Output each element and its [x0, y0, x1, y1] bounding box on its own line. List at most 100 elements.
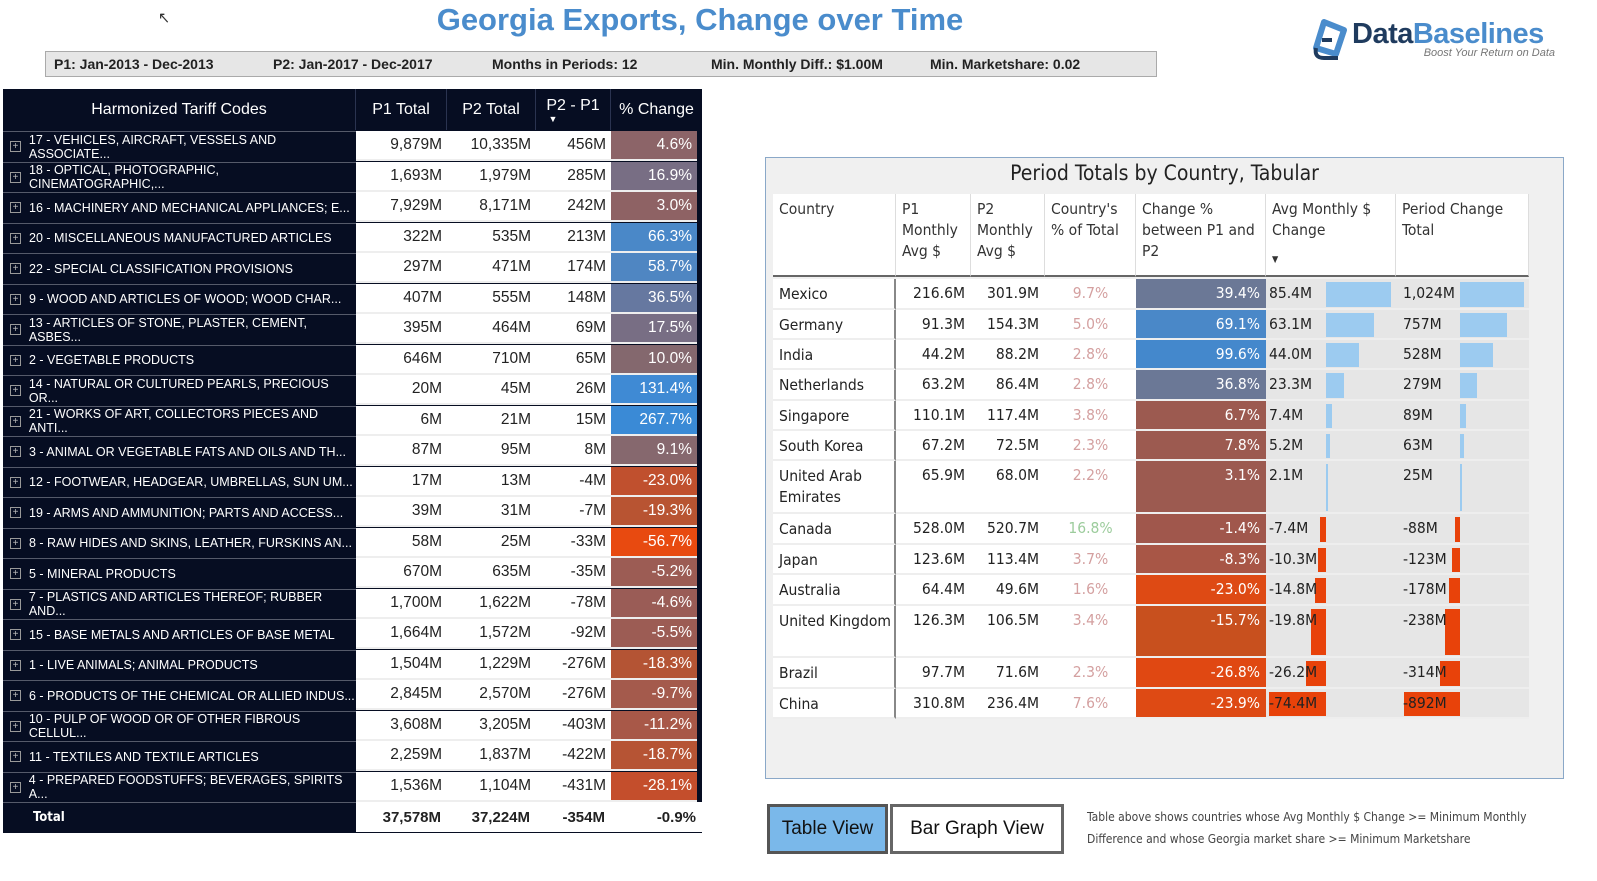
table-row[interactable]: +14 - NATURAL OR CULTURED PEARLS, PRECIO…: [3, 375, 702, 405]
table-row[interactable]: +3 - ANIMAL OR VEGETABLE FATS AND OILS A…: [3, 436, 702, 466]
tariff-code-name[interactable]: +7 - PLASTICS AND ARTICLES THEREOF; RUBB…: [3, 588, 356, 619]
expand-icon[interactable]: +: [10, 659, 21, 671]
tariff-code-name[interactable]: +9 - WOOD AND ARTICLES OF WOOD; WOOD CHA…: [3, 283, 356, 314]
table-row[interactable]: +12 - FOOTWEAR, HEADGEAR, UMBRELLAS, SUN…: [3, 466, 702, 497]
tariff-code-name[interactable]: +8 - RAW HIDES AND SKINS, LEATHER, FURSK…: [3, 527, 356, 558]
table-row[interactable]: +5 - MINERAL PRODUCTS 670M 635M -35M -5.2%: [3, 558, 702, 588]
table-row[interactable]: Netherlands 63.2M 86.4M 2.8% 36.8% 23.3M 279M: [766, 370, 1563, 401]
table-row[interactable]: Mexico 216.6M 301.9M 9.7% 39.4% 85.4M 1,024M: [766, 279, 1563, 310]
header-pct-change[interactable]: % Change: [619, 100, 694, 118]
expand-icon[interactable]: +: [10, 385, 21, 396]
table-row[interactable]: +22 - SPECIAL CLASSIFICATION PROVISIONS 2…: [3, 253, 702, 283]
table-row[interactable]: United Arab Emirates 65.9M 68.0M 2.2% 3.1% 2.…: [766, 461, 1563, 514]
header-tariff-codes[interactable]: Harmonized Tariff Codes: [3, 89, 356, 130]
tariff-code-name[interactable]: +16 - MACHINERY AND MECHANICAL APPLIANCE…: [3, 192, 356, 222]
table-row[interactable]: China 310.8M 236.4M 7.6% -23.9% -74.4M -892M: [766, 689, 1563, 719]
expand-icon[interactable]: +: [10, 751, 21, 762]
table-row[interactable]: Australia 64.4M 49.6M 1.6% -23.0% -14.8M -178M: [766, 575, 1563, 606]
expand-icon[interactable]: +: [10, 507, 21, 518]
expand-icon[interactable]: +: [10, 293, 21, 305]
p2-total: 1,572M: [447, 619, 536, 649]
tariff-code-name[interactable]: +22 - SPECIAL CLASSIFICATION PROVISIONS: [3, 253, 356, 283]
expand-icon[interactable]: +: [10, 354, 21, 366]
tariff-code-name[interactable]: +17 - VEHICLES, AIRCRAFT, VESSELS AND AS…: [3, 131, 356, 161]
table-row[interactable]: +20 - MISCELLANEOUS MANUFACTURED ARTICLE…: [3, 222, 702, 253]
table-row[interactable]: +16 - MACHINERY AND MECHANICAL APPLIANCE…: [3, 192, 702, 222]
header-p1-monthly-avg[interactable]: P1 Monthly Avg $: [896, 194, 971, 277]
header-country-share[interactable]: Country's % of Total: [1045, 194, 1136, 277]
tariff-code-name[interactable]: +5 - MINERAL PRODUCTS: [3, 558, 356, 588]
p2-total: 45M: [447, 375, 536, 405]
table-row[interactable]: +11 - TEXTILES AND TEXTILE ARTICLES 2,259…: [3, 741, 702, 771]
table-row[interactable]: +6 - PRODUCTS OF THE CHEMICAL OR ALLIED …: [3, 680, 702, 710]
table-row[interactable]: India 44.2M 88.2M 2.8% 99.6% 44.0M 528M: [766, 340, 1563, 370]
table-row[interactable]: +10 - PULP OF WOOD OR OF OTHER FIBROUS C…: [3, 710, 702, 741]
table-row[interactable]: Singapore 110.1M 117.4M 3.8% 6.7% 7.4M 89M: [766, 401, 1563, 431]
table-row[interactable]: +7 - PLASTICS AND ARTICLES THEREOF; RUBB…: [3, 588, 702, 619]
table-row[interactable]: Canada 528.0M 520.7M 16.8% -1.4% -7.4M -88M: [766, 514, 1563, 545]
table-row[interactable]: +17 - VEHICLES, AIRCRAFT, VESSELS AND AS…: [3, 131, 702, 161]
tariff-code-name[interactable]: +10 - PULP OF WOOD OR OF OTHER FIBROUS C…: [3, 710, 356, 741]
table-row[interactable]: +21 - WORKS OF ART, COLLECTORS PIECES AN…: [3, 405, 702, 436]
header-p2-total[interactable]: P2 Total: [447, 89, 536, 130]
tariff-code-name[interactable]: +11 - TEXTILES AND TEXTILE ARTICLES: [3, 741, 356, 771]
header-country[interactable]: Country: [773, 194, 896, 277]
header-p1-total[interactable]: P1 Total: [356, 89, 447, 130]
expand-icon[interactable]: +: [10, 415, 21, 427]
tariff-code-name[interactable]: +18 - OPTICAL, PHOTOGRAPHIC, CINEMATOGRA…: [3, 161, 356, 192]
header-p2-minus-p1[interactable]: P2 - P1 ▼: [536, 89, 611, 130]
avg-monthly-change-cell: -7.4M: [1266, 514, 1396, 545]
expand-icon[interactable]: +: [10, 598, 21, 610]
tariff-code-name[interactable]: +4 - PREPARED FOODSTUFFS; BEVERAGES, SPI…: [3, 771, 356, 802]
expand-icon[interactable]: +: [10, 781, 21, 793]
tariff-code-name[interactable]: +14 - NATURAL OR CULTURED PEARLS, PRECIO…: [3, 375, 356, 405]
tariff-code-name[interactable]: +1 - LIVE ANIMALS; ANIMAL PRODUCTS: [3, 649, 356, 680]
table-row[interactable]: South Korea 67.2M 72.5M 2.3% 7.8% 5.2M 63M: [766, 431, 1563, 461]
expand-icon[interactable]: +: [10, 568, 21, 579]
header-period-change-total[interactable]: Period Change Total: [1396, 194, 1529, 277]
expand-icon[interactable]: +: [10, 171, 21, 183]
table-row[interactable]: United Kingdom 126.3M 106.5M 3.4% -15.7% -19.…: [766, 606, 1563, 658]
tariff-code-name[interactable]: +13 - ARTICLES OF STONE, PLASTER, CEMENT…: [3, 314, 356, 344]
expand-icon[interactable]: +: [10, 324, 21, 335]
avg-monthly-change-cell: 5.2M: [1266, 431, 1396, 461]
table-row[interactable]: Japan 123.6M 113.4M 3.7% -8.3% -10.3M -123M: [766, 545, 1563, 575]
p2-minus-p1: -403M: [536, 710, 611, 741]
table-row[interactable]: Brazil 97.7M 71.6M 2.3% -26.8% -26.2M -314M: [766, 658, 1563, 689]
table-row[interactable]: +2 - VEGETABLE PRODUCTS 646M 710M 65M 10.0%: [3, 344, 702, 375]
tariff-code-name[interactable]: +19 - ARMS AND AMMUNITION; PARTS AND ACC…: [3, 497, 356, 527]
header-avg-monthly-change[interactable]: Avg Monthly $ Change ▼: [1266, 194, 1396, 277]
expand-icon[interactable]: +: [10, 629, 21, 640]
tariff-code-name[interactable]: +21 - WORKS OF ART, COLLECTORS PIECES AN…: [3, 405, 356, 436]
table-row[interactable]: +8 - RAW HIDES AND SKINS, LEATHER, FURSK…: [3, 527, 702, 558]
table-row[interactable]: +19 - ARMS AND AMMUNITION; PARTS AND ACC…: [3, 497, 702, 527]
expand-icon[interactable]: +: [10, 720, 21, 732]
table-view-button[interactable]: Table View: [767, 804, 888, 854]
bar-graph-view-button[interactable]: Bar Graph View: [890, 804, 1064, 854]
table-row[interactable]: Germany 91.3M 154.3M 5.0% 69.1% 63.1M 757M: [766, 310, 1563, 340]
table-row[interactable]: +15 - BASE METALS AND ARTICLES OF BASE M…: [3, 619, 702, 649]
table-row[interactable]: +18 - OPTICAL, PHOTOGRAPHIC, CINEMATOGRA…: [3, 161, 702, 192]
header-change-pct[interactable]: Change % between P1 and P2: [1136, 194, 1266, 277]
expand-icon[interactable]: +: [10, 476, 21, 488]
tariff-code-name[interactable]: +15 - BASE METALS AND ARTICLES OF BASE M…: [3, 619, 356, 649]
table-row[interactable]: +4 - PREPARED FOODSTUFFS; BEVERAGES, SPI…: [3, 771, 702, 802]
expand-icon[interactable]: +: [10, 232, 21, 244]
tariff-code-name[interactable]: +2 - VEGETABLE PRODUCTS: [3, 344, 356, 375]
expand-icon[interactable]: +: [10, 263, 21, 274]
expand-icon[interactable]: +: [10, 537, 21, 549]
expand-icon[interactable]: +: [10, 141, 21, 152]
tariff-code-name[interactable]: +6 - PRODUCTS OF THE CHEMICAL OR ALLIED …: [3, 680, 356, 710]
avg-change-bar: [1326, 404, 1332, 428]
table-row[interactable]: +9 - WOOD AND ARTICLES OF WOOD; WOOD CHA…: [3, 283, 702, 314]
pct-change: 10.0%: [611, 344, 697, 375]
tariff-code-name[interactable]: +12 - FOOTWEAR, HEADGEAR, UMBRELLAS, SUN…: [3, 466, 356, 497]
header-p2-monthly-avg[interactable]: P2 Monthly Avg $: [971, 194, 1045, 277]
expand-icon[interactable]: +: [10, 446, 21, 457]
tariff-code-name[interactable]: +3 - ANIMAL OR VEGETABLE FATS AND OILS A…: [3, 436, 356, 466]
expand-icon[interactable]: +: [10, 690, 21, 701]
table-row[interactable]: +1 - LIVE ANIMALS; ANIMAL PRODUCTS 1,504M…: [3, 649, 702, 680]
table-row[interactable]: +13 - ARTICLES OF STONE, PLASTER, CEMENT…: [3, 314, 702, 344]
tariff-code-name[interactable]: +20 - MISCELLANEOUS MANUFACTURED ARTICLE…: [3, 222, 356, 253]
expand-icon[interactable]: +: [10, 202, 21, 213]
